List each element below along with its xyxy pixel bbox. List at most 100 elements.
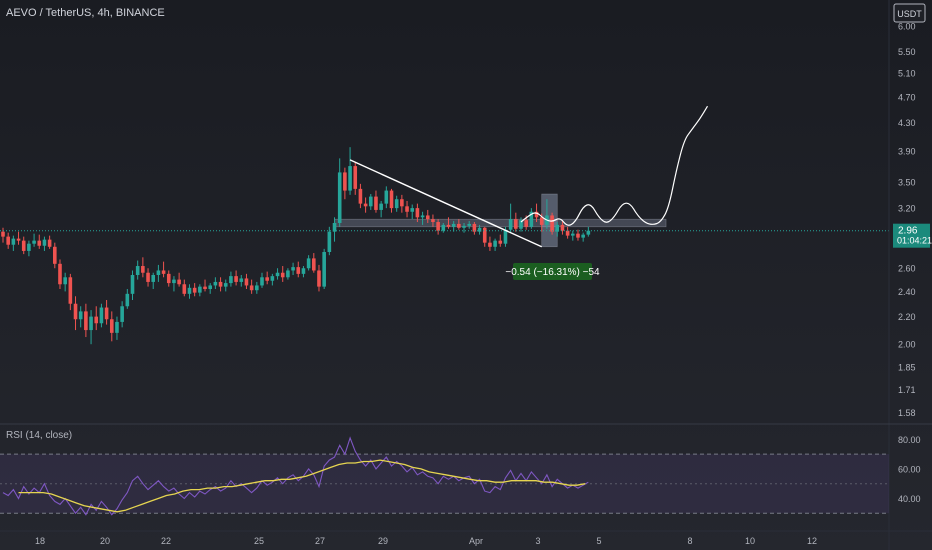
candle-body bbox=[229, 276, 233, 284]
candle-body bbox=[172, 279, 176, 284]
candle-body bbox=[550, 215, 554, 232]
candle-body bbox=[576, 233, 580, 238]
candle-body bbox=[555, 224, 560, 232]
candle-body bbox=[363, 203, 368, 207]
candle-body bbox=[6, 236, 10, 245]
price-tick-label: 3.50 bbox=[898, 178, 916, 188]
candle-body bbox=[436, 222, 440, 231]
time-tick-label: 12 bbox=[807, 536, 817, 546]
time-tick-label: 3 bbox=[535, 536, 540, 546]
candle-body bbox=[270, 276, 275, 281]
candle-body bbox=[99, 307, 104, 324]
current-price-countdown: 01:04:21 bbox=[897, 236, 932, 246]
candle-body bbox=[161, 270, 166, 274]
candle-body bbox=[312, 258, 316, 271]
candle-body bbox=[353, 166, 358, 189]
candle-body bbox=[291, 267, 295, 271]
candle-body bbox=[374, 196, 378, 210]
price-tick-label: 6.00 bbox=[898, 22, 916, 32]
candle-body bbox=[53, 246, 57, 264]
candle-body bbox=[47, 239, 52, 247]
candle-body bbox=[425, 215, 430, 220]
candle-body bbox=[420, 215, 425, 218]
candle-body bbox=[524, 220, 528, 227]
candle-body bbox=[322, 252, 326, 287]
candle-body bbox=[332, 222, 337, 232]
candle-body bbox=[213, 281, 218, 286]
candle-body bbox=[89, 316, 93, 331]
price-tick-label: 4.30 bbox=[898, 118, 916, 128]
candle-body bbox=[109, 319, 114, 333]
projection-path bbox=[520, 105, 709, 226]
time-tick-label: 10 bbox=[745, 536, 755, 546]
candle-body bbox=[32, 240, 36, 244]
time-tick-label: Apr bbox=[469, 536, 483, 546]
candle-body bbox=[301, 268, 306, 274]
price-tick-label: 2.60 bbox=[898, 264, 916, 274]
trendline bbox=[349, 159, 543, 248]
candle-body bbox=[73, 303, 78, 320]
candle-body bbox=[275, 272, 280, 277]
price-tick-label: 2.40 bbox=[898, 287, 916, 297]
currency-button-label[interactable]: USDT bbox=[897, 9, 922, 19]
candle-body bbox=[472, 223, 477, 232]
candle-body bbox=[187, 287, 192, 294]
candle-body bbox=[234, 276, 238, 282]
time-tick-label: 8 bbox=[687, 536, 692, 546]
current-price-label: 2.96 01:04:21 bbox=[893, 223, 932, 248]
candle-body bbox=[441, 224, 446, 231]
candle-body bbox=[451, 223, 456, 227]
candle-body bbox=[218, 281, 223, 287]
price-tick-label: 1.85 bbox=[898, 362, 916, 372]
candle-body bbox=[115, 321, 119, 333]
candle-body bbox=[586, 230, 591, 235]
price-tick-label: 3.90 bbox=[898, 146, 916, 156]
candle-body bbox=[198, 286, 202, 293]
measure-label-text: −0.54 (−16.31%) −54 bbox=[505, 267, 600, 278]
time-tick-label: 5 bbox=[596, 536, 601, 546]
candle-body bbox=[317, 270, 321, 287]
candle-body bbox=[58, 263, 62, 285]
candle-body bbox=[208, 285, 212, 290]
rsi-ma-line bbox=[18, 459, 586, 513]
time-tick-label: 18 bbox=[35, 536, 45, 546]
currency-button[interactable]: USDT bbox=[893, 3, 926, 23]
time-tick-label: 25 bbox=[254, 536, 264, 546]
candle-body bbox=[457, 223, 461, 228]
candle-body bbox=[203, 286, 207, 290]
candle-body bbox=[498, 240, 503, 244]
candle-body bbox=[130, 275, 135, 294]
candle-body bbox=[286, 270, 290, 278]
candle-body bbox=[384, 190, 389, 204]
candle-body bbox=[581, 234, 585, 238]
candle-body bbox=[467, 223, 471, 226]
candle-body bbox=[84, 311, 88, 331]
rsi-title[interactable]: RSI (14, close) bbox=[6, 430, 72, 441]
price-tick-label: 5.50 bbox=[898, 47, 916, 57]
candle-body bbox=[358, 188, 363, 204]
time-tick-label: 29 bbox=[378, 536, 388, 546]
candle-body bbox=[410, 208, 415, 212]
candle-body bbox=[68, 277, 73, 304]
time-tick-label: 27 bbox=[315, 536, 325, 546]
candle-body bbox=[560, 224, 565, 231]
candle-body bbox=[394, 199, 399, 209]
candle-body bbox=[16, 238, 21, 241]
candle-body bbox=[534, 211, 539, 218]
candle-body bbox=[249, 285, 254, 291]
current-price-value: 2.96 bbox=[898, 226, 918, 237]
candles-layer bbox=[1, 147, 591, 345]
symbol-title[interactable]: AEVO / TetherUS, 4h, BINANCE bbox=[6, 7, 165, 19]
candle-body bbox=[1, 231, 5, 237]
candle-body bbox=[265, 277, 269, 281]
candle-body bbox=[529, 211, 534, 227]
candle-body bbox=[255, 285, 259, 291]
candle-body bbox=[27, 243, 31, 251]
candle-body bbox=[78, 311, 83, 320]
time-axis-ticks: 18 20 22 25 27 29 Apr 3 5 8 10 12 bbox=[35, 536, 817, 546]
candle-body bbox=[368, 196, 373, 207]
candle-body bbox=[141, 266, 145, 273]
candle-body bbox=[431, 219, 435, 223]
